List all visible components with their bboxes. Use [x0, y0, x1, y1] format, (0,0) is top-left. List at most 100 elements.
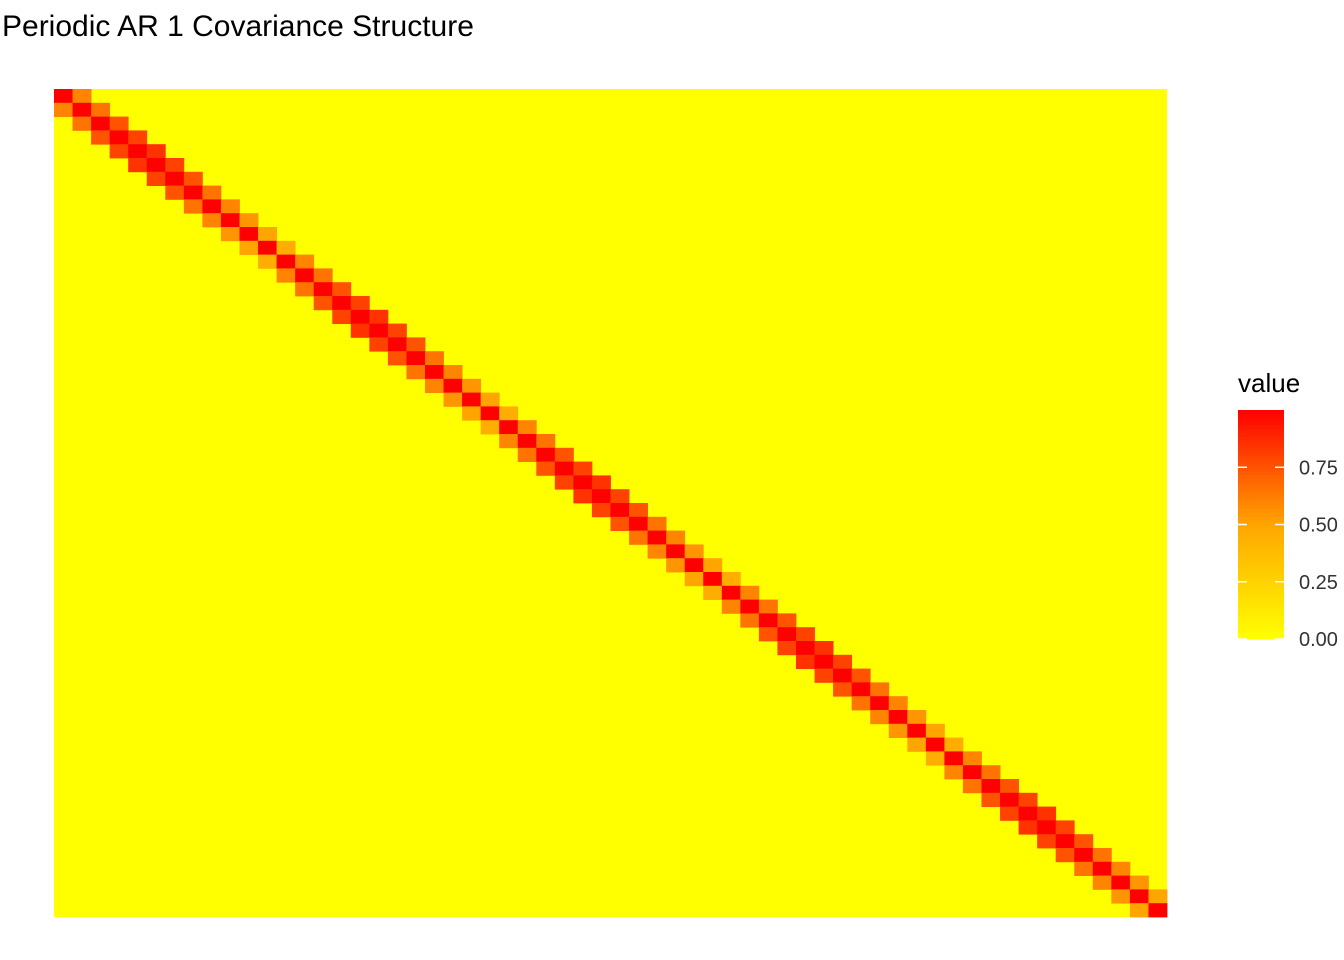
heatmap-cell-upper — [833, 654, 853, 669]
heatmap-cell-upper — [165, 158, 185, 173]
heatmap-cell-diagonal — [777, 627, 797, 642]
legend-colorbar-segment — [1238, 482, 1284, 487]
legend-colorbar-segment — [1238, 513, 1284, 518]
heatmap-cell-diagonal — [425, 365, 444, 380]
heatmap-cell-diagonal — [740, 599, 760, 614]
heatmap-cell-upper — [295, 254, 315, 269]
heatmap-cell-lower — [332, 309, 352, 324]
heatmap-cell-lower — [796, 654, 815, 669]
heatmap-cell-diagonal — [703, 572, 723, 587]
heatmap-cell-diagonal — [962, 765, 982, 780]
heatmap-cell-diagonal — [313, 282, 333, 297]
heatmap-cell-upper — [128, 130, 148, 145]
heatmap-cell-upper — [1111, 861, 1131, 876]
heatmap-cell-upper — [369, 309, 389, 324]
heatmap-cell-diagonal — [796, 641, 815, 656]
heatmap-cell-lower — [406, 365, 426, 380]
heatmap-cell-upper — [1148, 889, 1168, 904]
heatmap-cell-lower — [517, 447, 537, 462]
heatmap-cell-lower — [1092, 875, 1112, 890]
heatmap-cell-diagonal — [443, 378, 463, 393]
heatmap-cell-diagonal — [981, 779, 1001, 794]
legend-colorbar-segment — [1238, 509, 1284, 514]
legend-colorbar-segment — [1238, 432, 1284, 438]
heatmap-cell-upper — [814, 641, 834, 656]
heatmap-cell-upper — [851, 668, 871, 683]
legend-colorbar-segment — [1238, 421, 1284, 426]
heatmap-cell-lower — [295, 282, 315, 297]
heatmap-cell-upper — [870, 682, 890, 697]
heatmap-cell-diagonal — [554, 461, 574, 476]
heatmap-cell-upper — [332, 282, 352, 297]
heatmap-cell-upper — [1092, 848, 1112, 863]
legend-colorbar-segment — [1238, 448, 1284, 453]
heatmap-cell-diagonal — [1055, 834, 1075, 849]
legend-colorbar-segment — [1238, 555, 1284, 560]
heatmap-cell-upper — [443, 365, 463, 380]
legend-colorbar-segment — [1238, 413, 1284, 419]
heatmap-cell-lower — [591, 503, 611, 518]
legend-tick-label: 0.00 — [1299, 629, 1338, 651]
heatmap-cell-lower — [962, 779, 982, 794]
heatmap-cell-upper — [387, 323, 407, 338]
legend-colorbar-segment — [1238, 635, 1284, 640]
heatmap-cell-lower — [833, 682, 853, 697]
heatmap-cell-lower — [703, 585, 723, 600]
heatmap-cell-upper — [591, 475, 611, 490]
heatmap-cell-lower — [1018, 820, 1038, 835]
heatmap-cell-lower — [276, 268, 296, 283]
heatmap-cell-diagonal — [888, 710, 908, 725]
heatmap-cell-diagonal — [684, 558, 704, 573]
heatmap-cell-upper — [907, 710, 927, 725]
heatmap-cell-lower — [72, 116, 92, 131]
legend-colorbar-segment — [1238, 471, 1284, 476]
heatmap-cell-lower — [573, 489, 593, 504]
heatmap-cell-lower — [907, 737, 927, 752]
heatmap-cell-diagonal — [54, 89, 73, 104]
heatmap-cell-upper — [796, 627, 815, 642]
heatmap-cell-diagonal — [1148, 903, 1168, 918]
legend-colorbar-segment — [1238, 505, 1284, 510]
heatmap-cell-lower — [369, 337, 389, 352]
heatmap-cell-upper — [1037, 806, 1057, 821]
legend-colorbar-segment — [1238, 474, 1284, 480]
heatmap-cell-upper — [536, 434, 556, 449]
heatmap-cell-lower — [944, 765, 964, 780]
heatmap-cell-diagonal — [276, 254, 296, 269]
heatmap-cell-lower — [536, 461, 556, 476]
legend-colorbar-segment — [1238, 478, 1284, 484]
heatmap-cell-diagonal — [350, 309, 370, 324]
heatmap-cell-diagonal — [258, 240, 277, 255]
heatmap-cell-diagonal — [721, 585, 741, 600]
legend-colorbar-segment — [1238, 566, 1284, 571]
legend-colorbar-segment — [1238, 463, 1284, 468]
heatmap-cell-lower — [721, 599, 741, 614]
heatmap-cell-upper — [1000, 779, 1019, 794]
heatmap-cell-lower — [462, 406, 482, 421]
heatmap-cell-lower — [183, 199, 203, 214]
heatmap-cell-upper — [462, 378, 482, 393]
heatmap-cell-diagonal — [925, 737, 945, 752]
heatmap-cell-diagonal — [1000, 792, 1019, 807]
heatmap-cell-diagonal — [1129, 889, 1149, 904]
heatmap-cell-lower — [740, 613, 760, 628]
heatmap-cell-diagonal — [406, 351, 426, 366]
heatmap-cell-lower — [146, 171, 166, 186]
legend-colorbar-segment — [1238, 616, 1284, 621]
heatmap-cell-upper — [647, 516, 667, 531]
legend-title: value — [1238, 368, 1300, 398]
heatmap-cell-upper — [888, 696, 908, 711]
legend-colorbar-segment — [1238, 493, 1284, 499]
heatmap-cell-diagonal — [183, 185, 203, 200]
heatmap-cell-lower — [91, 130, 111, 145]
heatmap-cell-diagonal — [870, 696, 890, 711]
heatmap-cell-lower — [1129, 903, 1149, 918]
heatmap-cell-upper — [499, 406, 519, 421]
heatmap-cell-lower — [239, 240, 259, 255]
legend-colorbar-segment — [1238, 440, 1284, 445]
heatmap-cell-lower — [851, 696, 871, 711]
legend-colorbar-segment — [1238, 535, 1284, 541]
heatmap-cell-diagonal — [944, 751, 964, 766]
heatmap-cell-diagonal — [146, 158, 166, 173]
heatmap-cell-lower — [1055, 848, 1075, 863]
